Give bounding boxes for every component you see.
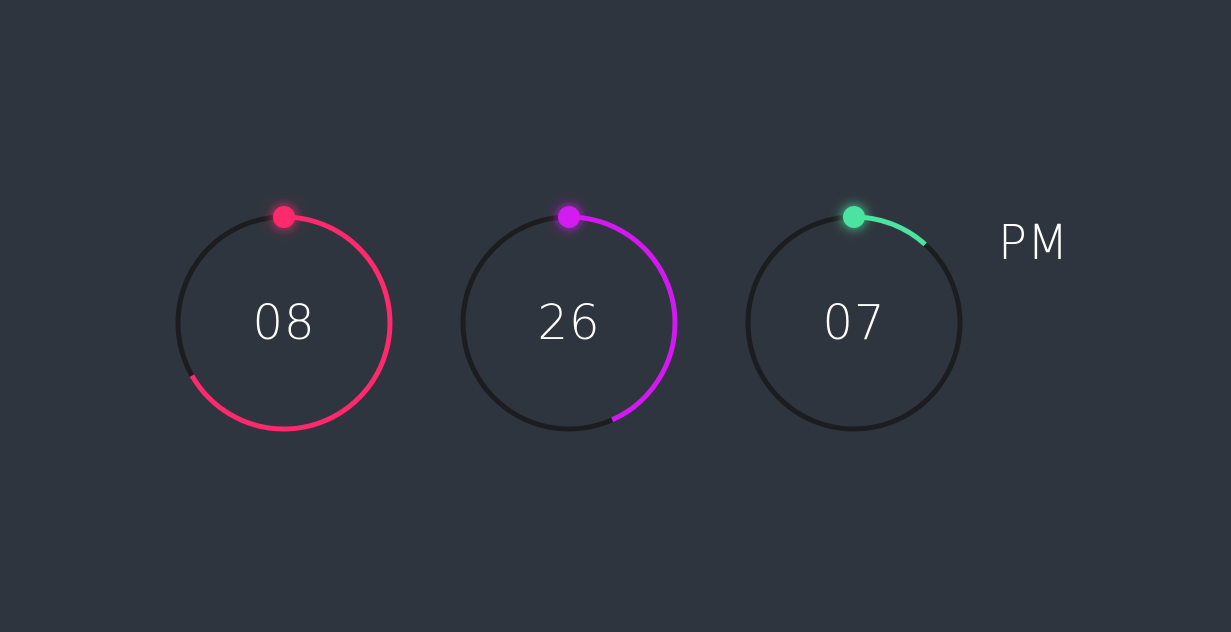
minutes-dial: 26 xyxy=(460,206,678,432)
minutes-ring xyxy=(460,206,678,432)
hours-knob xyxy=(273,206,295,228)
hours-value: 08 xyxy=(252,295,316,351)
meridiem-label: PM xyxy=(998,215,1069,271)
minutes-value: 26 xyxy=(537,295,601,351)
minutes-knob xyxy=(558,206,580,228)
seconds-dial: 07 xyxy=(745,206,963,432)
seconds-ring xyxy=(745,206,963,432)
seconds-value: 07 xyxy=(822,295,886,351)
hours-dial: 08 xyxy=(175,206,393,432)
seconds-knob xyxy=(843,206,865,228)
hours-ring xyxy=(175,206,393,432)
